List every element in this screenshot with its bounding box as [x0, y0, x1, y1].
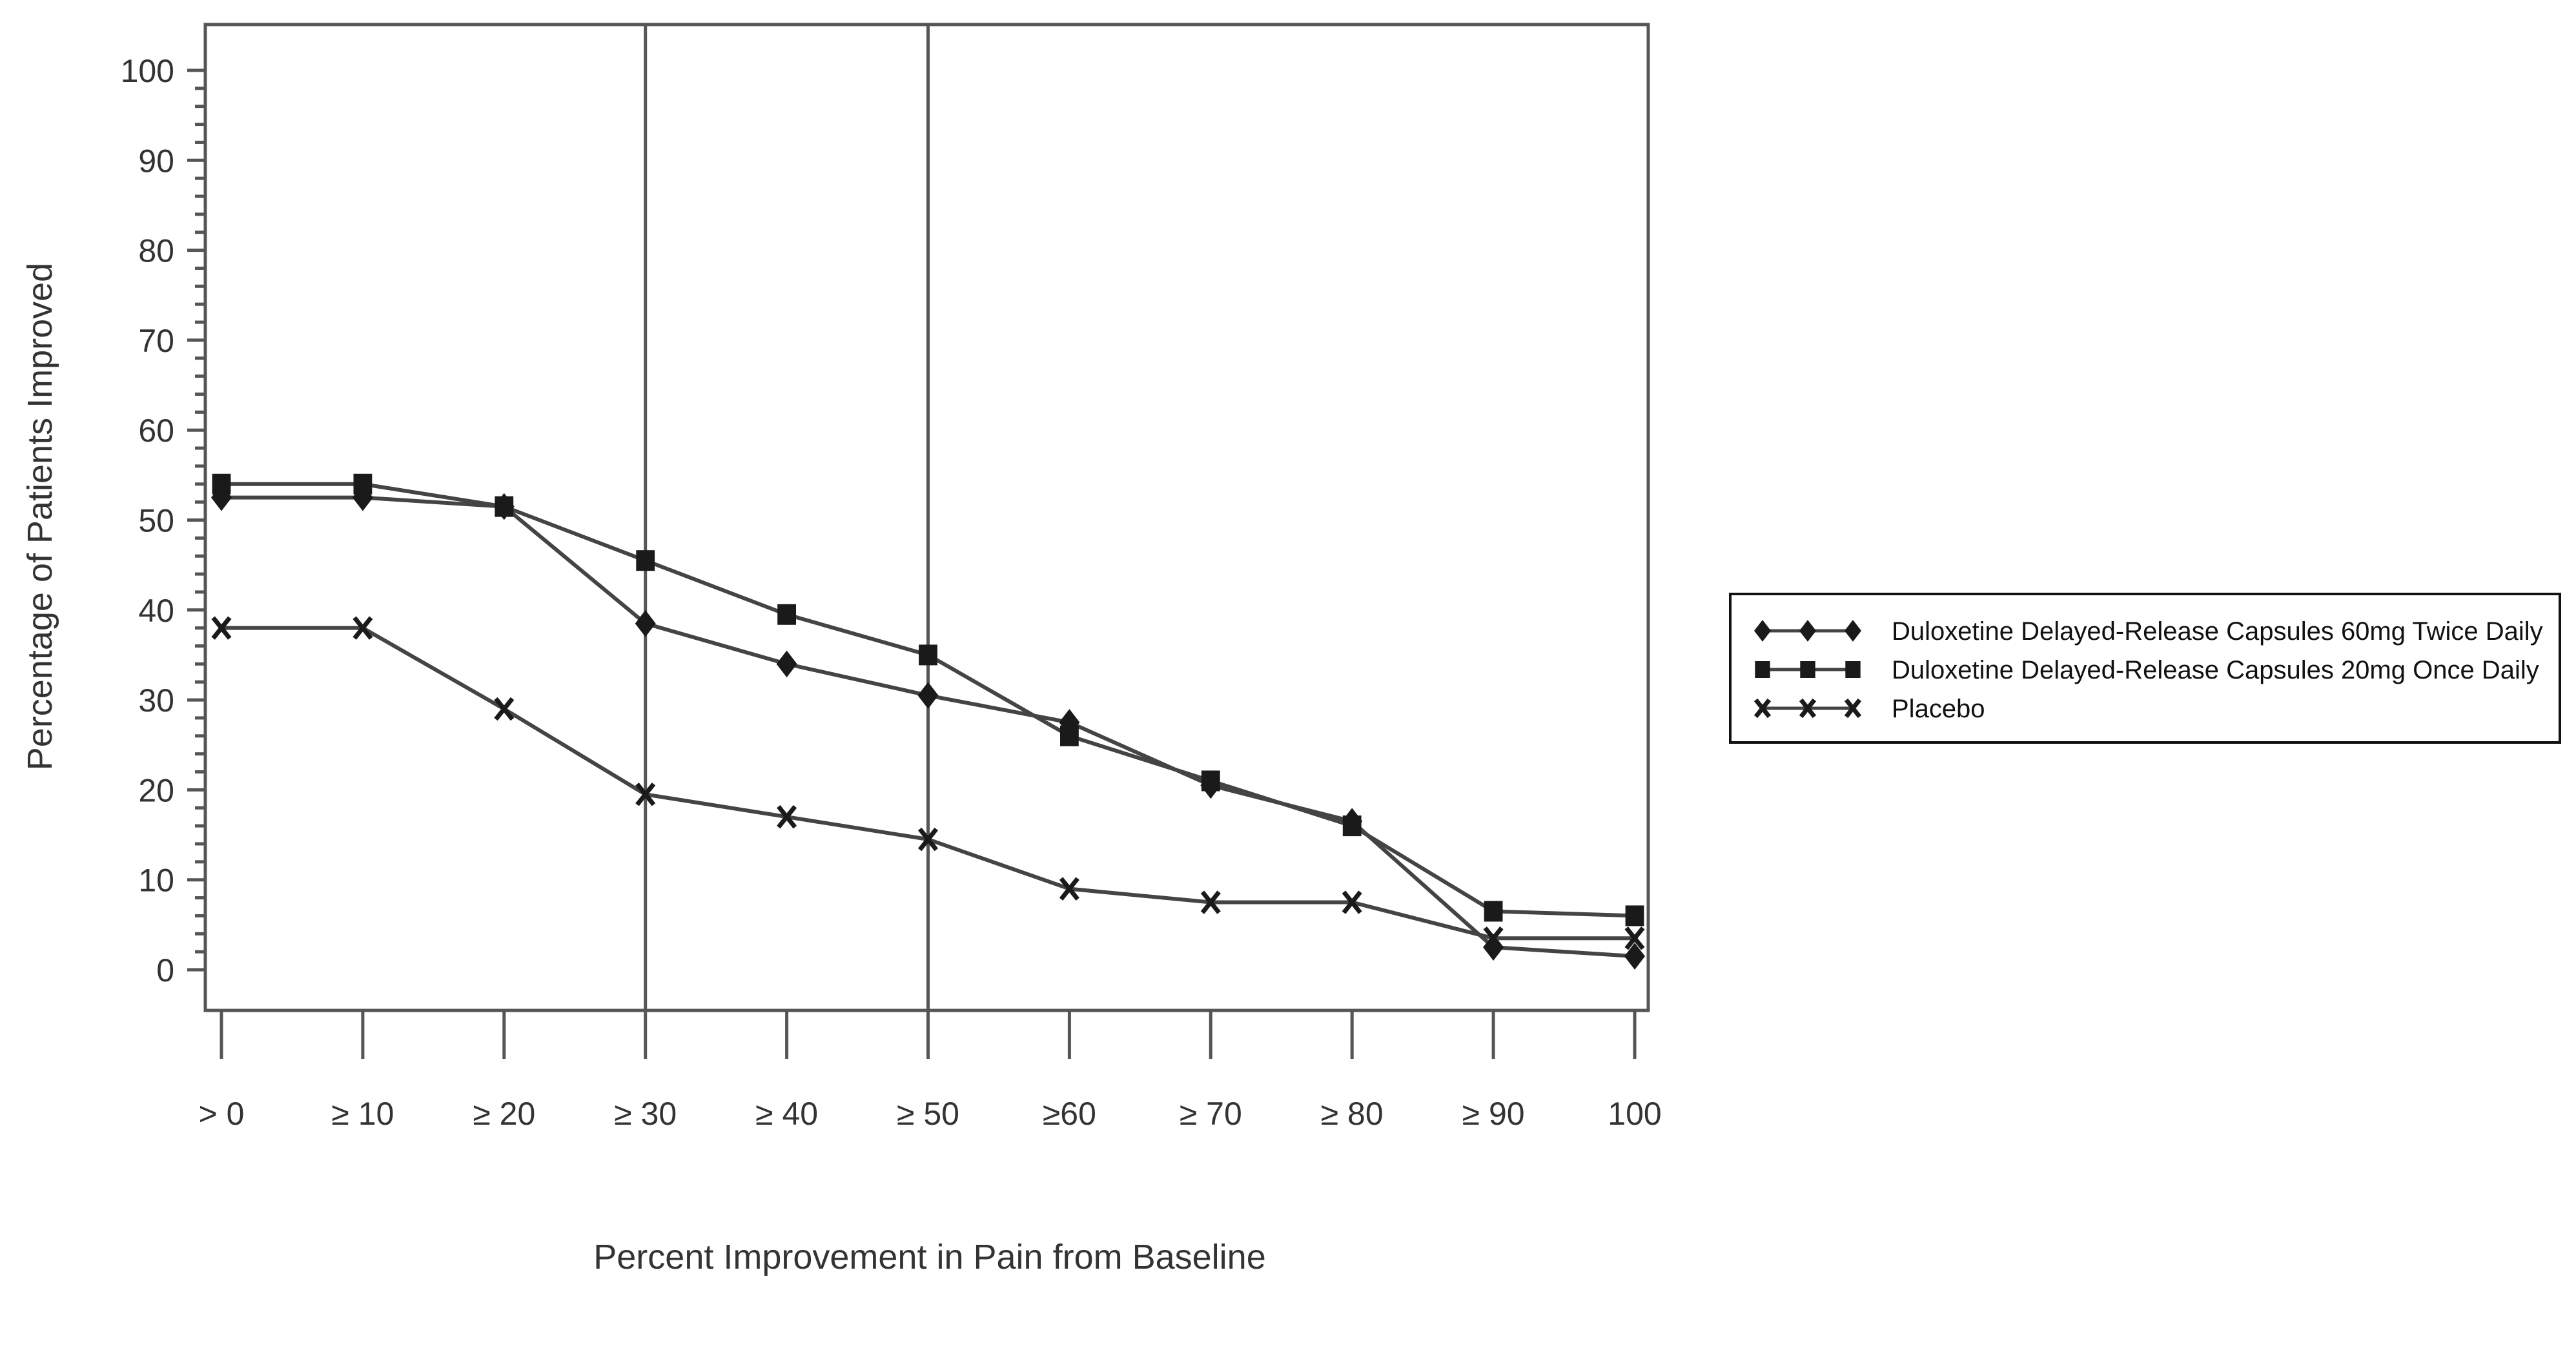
x-tick-label: 100: [1608, 1096, 1661, 1132]
y-tick-label: 60: [138, 413, 174, 449]
y-tick-label: 90: [138, 143, 174, 179]
diamond-marker: [917, 682, 939, 709]
square-marker: [636, 550, 655, 571]
x-marker: [1753, 698, 1772, 719]
square-marker: [1060, 725, 1079, 746]
legend-item: Duloxetine Delayed-Release Capsules 60mg…: [1754, 617, 2543, 646]
x-marker: [1799, 698, 1817, 719]
square-marker: [919, 644, 937, 666]
legend-label: Duloxetine Delayed-Release Capsules 60mg…: [1892, 617, 2543, 646]
diamond-marker: [635, 609, 656, 637]
x-marker-stroke: [1483, 926, 1504, 950]
x-marker-stroke: [1753, 698, 1772, 719]
x-tick-label: ≥ 70: [1180, 1096, 1242, 1132]
x-marker-stroke: [777, 805, 797, 829]
diamond-marker: [776, 650, 797, 678]
y-tick-label: 0: [156, 952, 174, 988]
x-tick-label: ≥ 90: [1462, 1096, 1525, 1132]
x-marker: [1483, 926, 1504, 950]
square-marker: [212, 473, 231, 495]
y-tick-label: 30: [138, 682, 174, 719]
x-tick-label: ≥ 20: [473, 1096, 535, 1132]
x-marker-stroke: [1624, 926, 1645, 950]
x-tick-label: ≥ 80: [1321, 1096, 1384, 1132]
y-tick-label: 10: [138, 863, 174, 899]
x-tick-label: ≥ 40: [755, 1096, 818, 1132]
reference-lines: [644, 25, 930, 1010]
legend-label: Duloxetine Delayed-Release Capsules 20mg…: [1892, 656, 2539, 684]
x-marker: [1059, 877, 1079, 901]
x-marker: [1342, 890, 1362, 914]
diamond-marker: [1624, 943, 1645, 970]
x-marker-stroke: [1200, 890, 1221, 914]
square-marker: [1625, 905, 1644, 926]
x-marker-stroke: [211, 616, 232, 640]
x-tick-label: ≥ 30: [614, 1096, 677, 1132]
diamond-marker: [1799, 620, 1816, 642]
x-marker: [777, 805, 797, 829]
square-marker: [1484, 901, 1503, 922]
square-marker: [1201, 770, 1220, 792]
legend-item: Placebo: [1753, 695, 1985, 723]
y-tick-label: 40: [138, 593, 174, 629]
x-marker: [635, 783, 656, 806]
x-marker: [1200, 890, 1221, 914]
legend-label: Placebo: [1892, 695, 1985, 723]
square-marker: [353, 473, 373, 495]
square-marker: [1342, 815, 1362, 837]
x-marker: [917, 827, 939, 852]
x-marker-stroke: [635, 783, 656, 806]
x-tick-label: > 0: [199, 1096, 245, 1132]
y-axis: 0 10 20 30 40 50 60 70 80 90 100: [121, 53, 205, 988]
square-marker: [1755, 661, 1770, 678]
y-tick-label: 80: [138, 233, 174, 269]
x-marker-stroke: [353, 616, 373, 640]
y-tick-label: 20: [138, 772, 174, 808]
x-marker: [494, 697, 515, 721]
x-axis: > 0 ≥ 10 ≥ 20 ≥ 30 ≥ 40 ≥ 50 ≥60 ≥ 70 ≥ 80 ≥ 90 10…: [199, 1010, 1662, 1132]
square-marker: [777, 604, 796, 625]
x-tick-label: ≥ 10: [331, 1096, 394, 1132]
series-square: [212, 473, 1644, 926]
diamond-marker: [1845, 620, 1861, 642]
x-marker-stroke: [1844, 698, 1862, 719]
y-axis-title: Percentage of Patients Improved: [21, 263, 59, 770]
y-tick-label: 70: [138, 323, 174, 359]
x-axis-title: Percent Improvement in Pain from Baselin…: [593, 1238, 1265, 1276]
x-tick-label: ≥60: [1043, 1096, 1096, 1132]
x-tick-label: ≥ 50: [897, 1096, 959, 1132]
x-marker: [1624, 926, 1645, 950]
diamond-marker: [1483, 934, 1504, 961]
square-marker: [1845, 661, 1861, 678]
series-x: [211, 616, 1645, 950]
x-marker-stroke: [917, 827, 939, 852]
x-marker: [1844, 698, 1862, 719]
series-group: [211, 473, 1645, 970]
square-marker: [495, 496, 514, 517]
x-marker-stroke: [1799, 698, 1817, 719]
y-tick-label: 100: [121, 53, 174, 89]
x-marker-stroke: [1059, 877, 1079, 901]
legend: Duloxetine Delayed-Release Capsules 60mg…: [1729, 593, 2561, 744]
legend-item: Duloxetine Delayed-Release Capsules 20mg…: [1755, 656, 2539, 684]
y-tick-label: 50: [138, 503, 174, 539]
x-marker-stroke: [494, 697, 515, 721]
square-marker: [1800, 661, 1815, 678]
x-marker-stroke: [1342, 890, 1362, 914]
legend-box: [1729, 593, 2561, 744]
x-marker: [353, 616, 373, 640]
diamond-marker: [1754, 620, 1771, 642]
x-marker: [211, 616, 232, 640]
